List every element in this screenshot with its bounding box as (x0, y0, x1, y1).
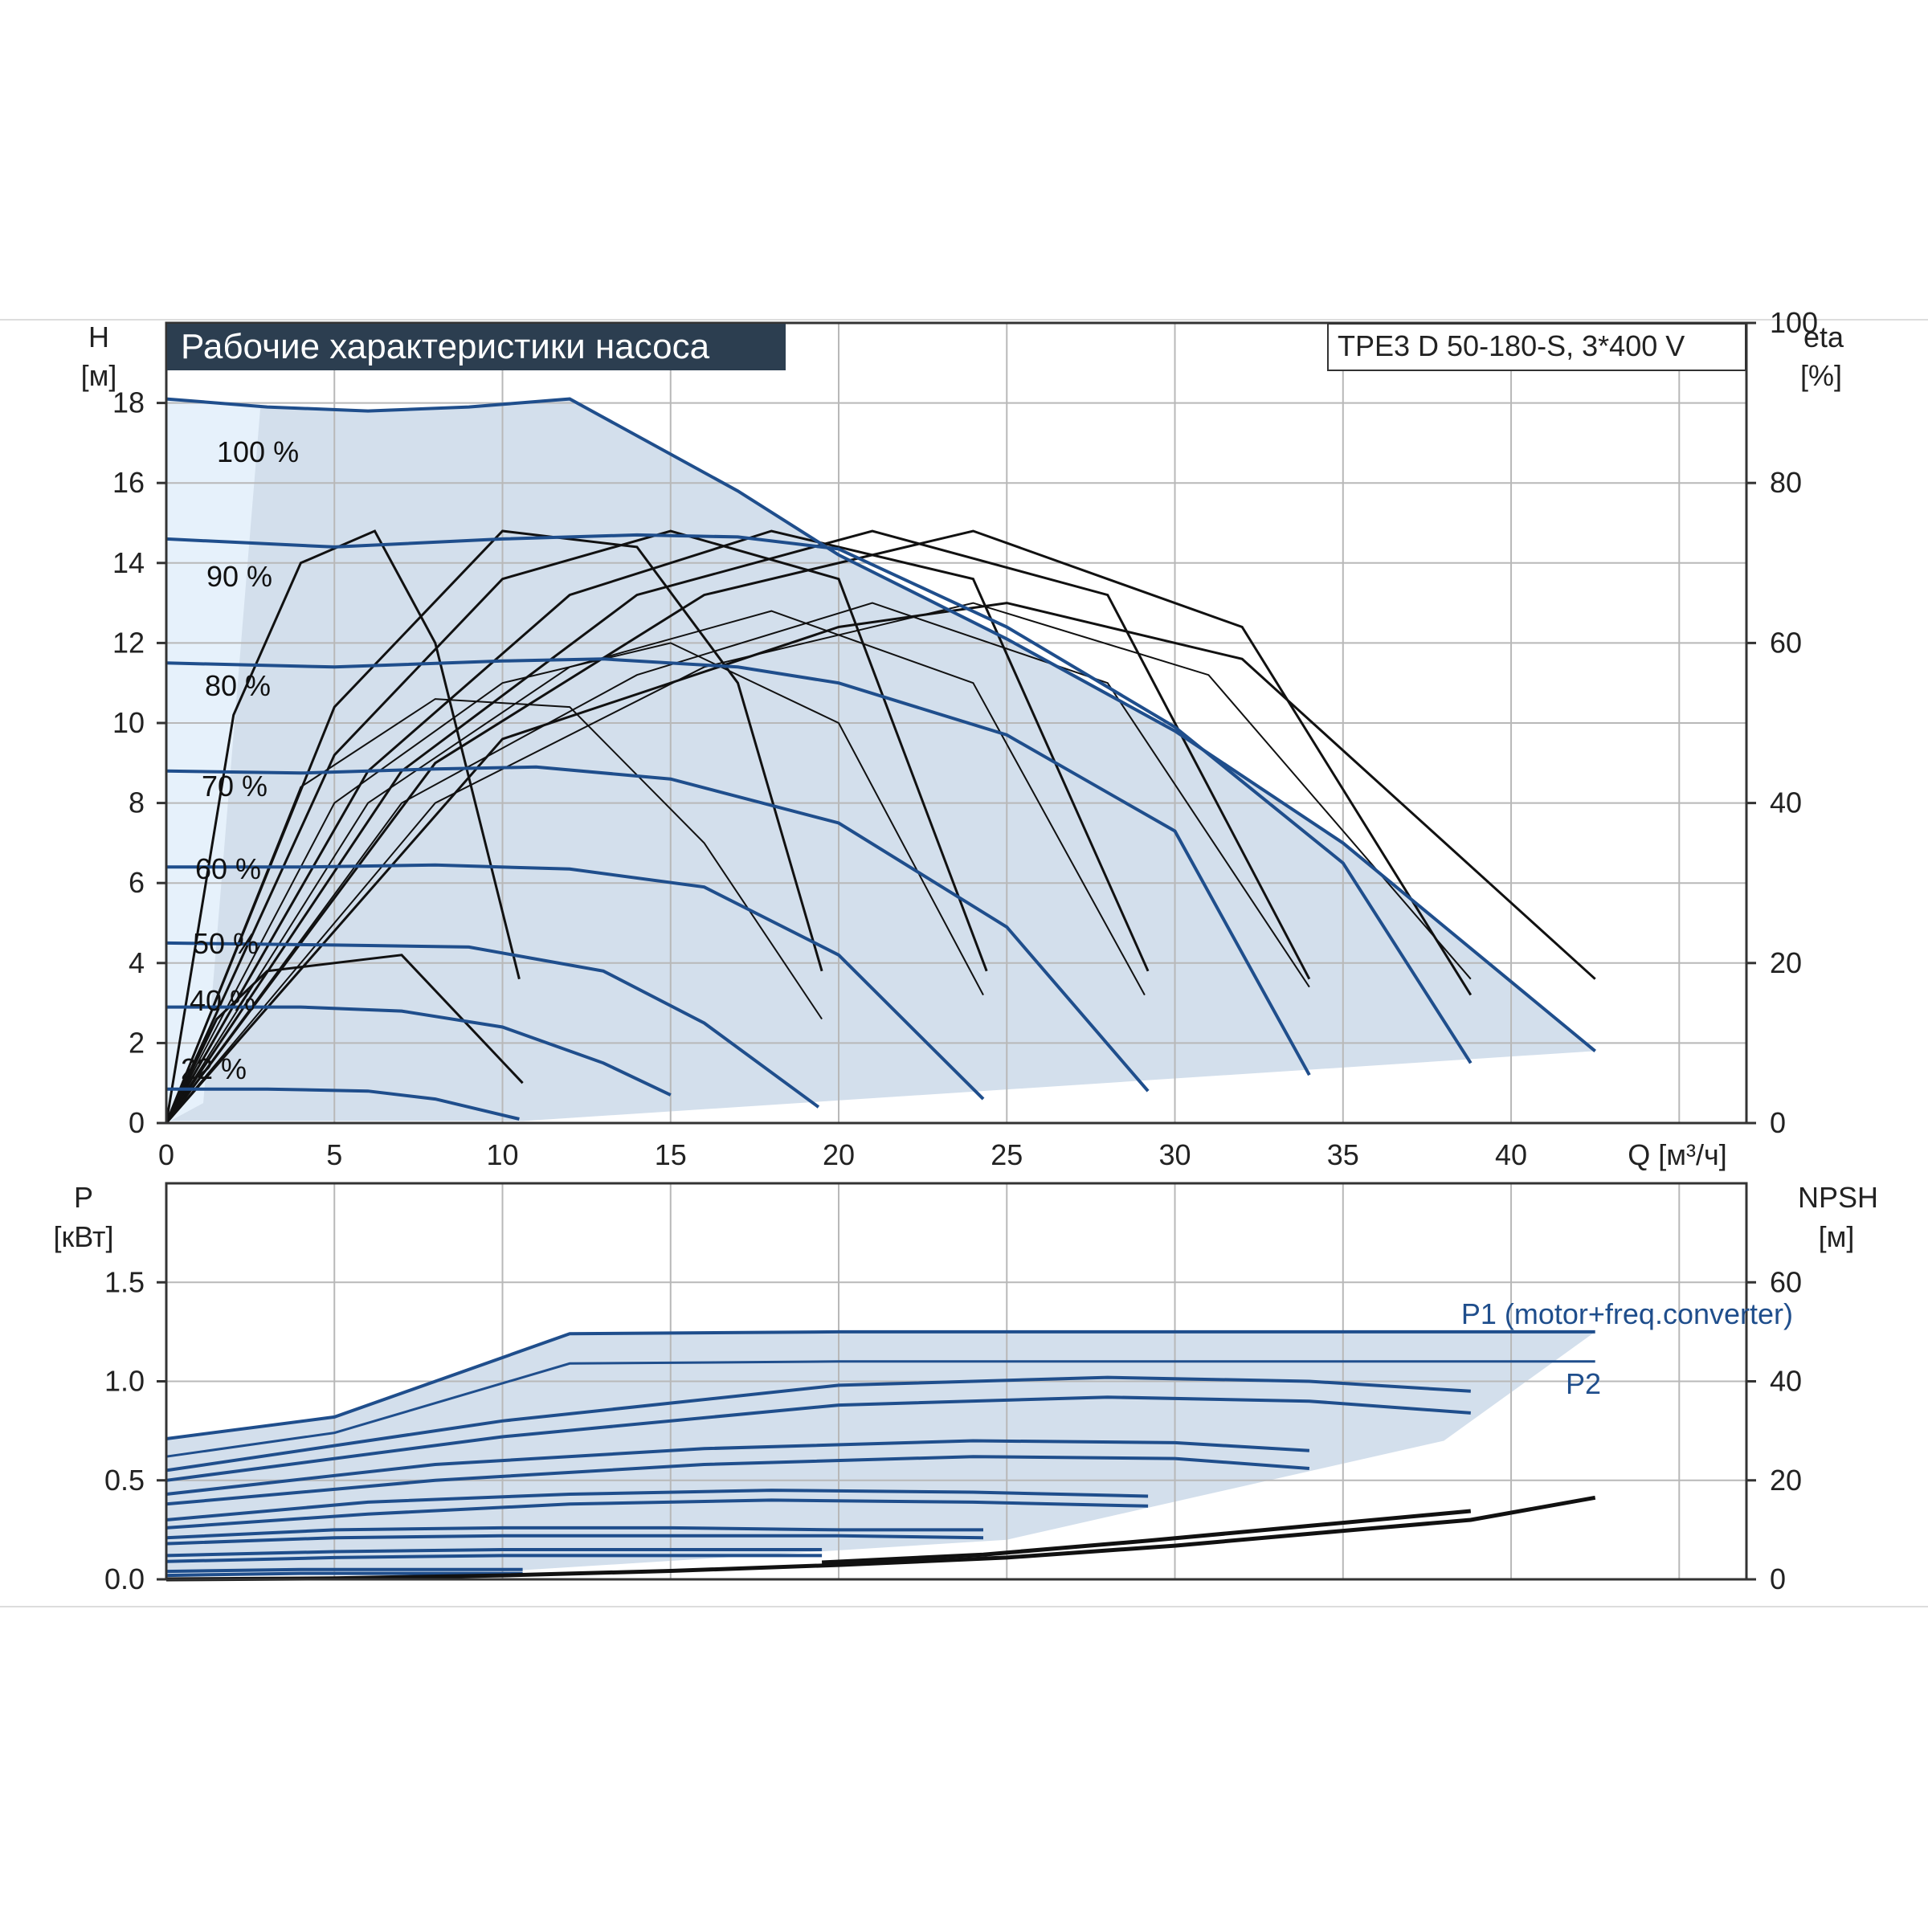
y-tick-label-right: 20 (1770, 946, 1802, 979)
head-curve (165, 765, 1150, 1093)
head-curve (166, 1005, 672, 1097)
head-curve-label: 60 % (195, 852, 261, 885)
head-curve (165, 657, 1311, 1076)
power-curve (165, 1567, 523, 1574)
x-tick-label: 5 (326, 1138, 342, 1171)
y-tick-label-left: 0 (129, 1106, 145, 1139)
power-curve (165, 1439, 1310, 1496)
power-curve (165, 1554, 823, 1563)
head-curve (165, 533, 1473, 1064)
y-tick-label-left: 1.0 (104, 1365, 145, 1398)
x-tick-label: 0 (158, 1138, 174, 1171)
efficiency-curve (165, 698, 823, 1124)
y-tick-label-left: 2 (129, 1026, 145, 1059)
y-tick-label-left: 0.0 (104, 1562, 145, 1595)
head-curve (165, 941, 820, 1109)
power-curve (165, 1571, 523, 1578)
y-axis-unit-left: [кВт] (53, 1220, 113, 1253)
head-panel: 100 % 90 % 80 % 70 % 60 % 50 % 40 % 22 % Рабочие… (81, 306, 1844, 1171)
power-curve (165, 1395, 1471, 1482)
power-curve (165, 1330, 1595, 1440)
x-tick-label: 40 (1495, 1138, 1527, 1171)
y-tick-label-left: 16 (112, 466, 145, 499)
model-label: TPE3 D 50-180-S, 3*400 V (1338, 329, 1685, 362)
power-curve (165, 1548, 823, 1558)
y-tick-label-left: 0.5 (104, 1464, 145, 1497)
operating-region (166, 398, 1595, 1121)
y-tick-label-left: 14 (112, 546, 145, 579)
x-tick-label: 30 (1159, 1138, 1191, 1171)
y-tick-label-left: 6 (129, 866, 145, 899)
head-curve-label: 80 % (205, 669, 271, 702)
power-curve (165, 1498, 1149, 1530)
y-tick-label-left: 12 (112, 626, 145, 659)
y-tick-label-right: 40 (1770, 1365, 1802, 1398)
y-tick-label-right: 60 (1770, 626, 1802, 659)
y-tick-label-right: 60 (1770, 1265, 1802, 1298)
head-curve (166, 1087, 520, 1121)
power-curve (165, 1526, 983, 1540)
power-curve (165, 1489, 1149, 1522)
npsh-curve (165, 1495, 1596, 1582)
y-axis-label-left: P (74, 1181, 93, 1214)
x-tick-label: 20 (823, 1138, 855, 1171)
efficiency-curve (165, 602, 1310, 1124)
x-tick-label: 35 (1327, 1138, 1359, 1171)
head-curve (166, 863, 985, 1101)
head-curve-label: 70 % (202, 770, 268, 803)
power-curve (165, 1455, 1310, 1506)
head-curve-label: 50 % (193, 927, 259, 960)
head-curve-label: 22 % (181, 1052, 247, 1085)
x-tick-label: 15 (655, 1138, 687, 1171)
y-tick-label-left: 18 (112, 386, 145, 419)
head-grid (165, 322, 1746, 1124)
head-curve-label: 40 % (190, 984, 255, 1017)
y-tick-label-left: 1.5 (104, 1265, 145, 1298)
efficiency-curve (165, 602, 1472, 1124)
power-region (166, 1331, 1595, 1576)
y-tick-label-right: 80 (1770, 466, 1802, 499)
legend-p2: P2 (1566, 1367, 1601, 1400)
head-curve-label: 90 % (206, 560, 272, 593)
title-background (167, 324, 786, 370)
x-tick-label: 25 (991, 1138, 1023, 1171)
efficiency-curve (165, 529, 823, 1124)
power-curve (165, 1375, 1471, 1472)
power-curve (165, 1534, 984, 1546)
y-tick-label-right: 0 (1770, 1106, 1786, 1139)
legend-p1: P1 (motor+freq.converter) (1461, 1297, 1793, 1330)
y-axis-unit-right: [%] (1800, 359, 1842, 392)
head-curve-label: 100 % (217, 435, 299, 468)
power-curve (165, 1360, 1595, 1458)
chart-title: Рабочие характеристики насоса (181, 327, 710, 366)
power-panel: P1 (motor+freq.converter) P2 P [кВт] NPSH [м]… (53, 1181, 1878, 1595)
x-axis-label: Q [м³/ч] (1628, 1138, 1727, 1171)
y-tick-label-right: 0 (1770, 1562, 1786, 1595)
head-curve (165, 397, 1596, 1052)
y-tick-label-right: 40 (1770, 786, 1802, 819)
y-axis-unit-right: [м] (1819, 1220, 1855, 1253)
y-tick-label-left: 8 (129, 786, 145, 819)
y-axis-label-right: eta (1803, 321, 1844, 353)
y-axis-unit-left: [м] (81, 359, 117, 392)
x-tick-label: 10 (486, 1138, 518, 1171)
efficiency-curve (165, 529, 1473, 1124)
y-tick-label-left: 4 (129, 946, 145, 979)
y-axis-label-right: NPSH (1798, 1181, 1878, 1214)
y-tick-label-right: 20 (1770, 1464, 1802, 1497)
model-label-box (1327, 323, 1746, 371)
y-axis-label-left: H (88, 321, 109, 353)
y-tick-label-left: 10 (112, 706, 145, 739)
efficiency-curve (165, 529, 1311, 1124)
npsh-curve (821, 1509, 1472, 1565)
efficiency-curve (165, 529, 1150, 1124)
y-tick-label-right: 100 (1770, 306, 1818, 339)
